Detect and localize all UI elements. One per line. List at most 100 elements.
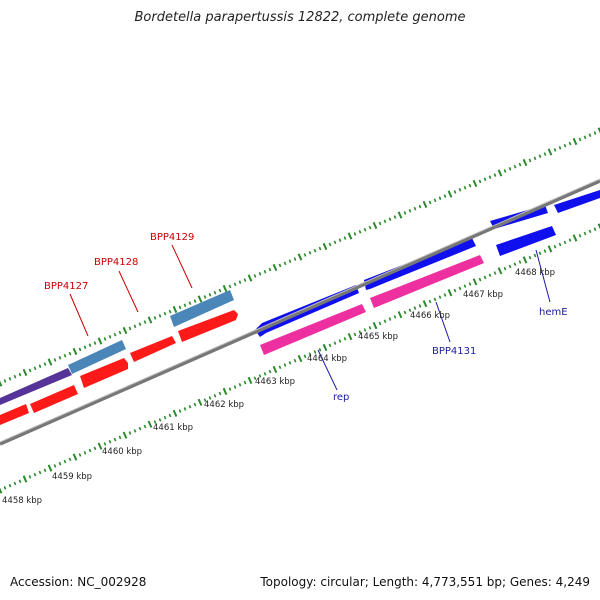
minor-tick [53, 464, 57, 468]
kbp-label-4459: 4459 kbp [52, 472, 92, 482]
minor-tick [308, 251, 312, 255]
upper-tick-track [0, 127, 600, 387]
minor-tick [368, 225, 372, 230]
minor-tick [493, 271, 497, 275]
minor-tick [313, 350, 317, 354]
minor-tick [538, 251, 542, 256]
minor-tick [393, 215, 397, 219]
minor-tick [268, 267, 272, 272]
minor-tick [293, 257, 297, 261]
gene-steelblue-feature-2 [170, 290, 234, 327]
gene-label-bpp4129: BPP4129 [150, 232, 194, 243]
minor-tick [118, 330, 122, 335]
minor-tick [253, 376, 257, 381]
minor-tick [108, 335, 112, 339]
minor-tick [203, 398, 207, 402]
minor-tick [28, 475, 32, 479]
minor-tick [553, 148, 557, 152]
minor-tick [183, 407, 187, 411]
kbp-label-4468: 4468 kbp [515, 268, 555, 278]
minor-tick [363, 227, 367, 232]
minor-tick [63, 459, 67, 464]
minor-tick [78, 347, 82, 352]
gene-blue-feature-4 [554, 190, 600, 213]
gene-red-feature-2 [30, 385, 78, 413]
minor-tick [583, 231, 587, 236]
minor-tick [543, 249, 547, 253]
minor-tick [208, 293, 212, 297]
minor-tick [178, 305, 182, 310]
minor-tick [343, 336, 347, 341]
major-tick [197, 295, 203, 303]
gene-purple-feature [0, 368, 72, 405]
major-tick [422, 200, 428, 209]
minor-tick [43, 362, 47, 366]
minor-tick [288, 361, 292, 365]
minor-tick [463, 185, 467, 190]
minor-tick [378, 321, 382, 326]
minor-tick [228, 284, 232, 289]
minor-tick [568, 238, 572, 242]
minor-tick [133, 429, 137, 433]
major-tick [122, 431, 128, 439]
major-tick [247, 376, 253, 385]
minor-tick [153, 316, 157, 320]
minor-tick [233, 282, 237, 287]
minor-tick [513, 164, 517, 169]
minor-tick [163, 311, 167, 316]
minor-tick [468, 282, 472, 286]
minor-tick [178, 409, 182, 413]
major-tick [472, 179, 478, 188]
minor-tick [38, 470, 42, 475]
major-tick [347, 232, 353, 240]
minor-tick [593, 227, 597, 231]
minor-tick [433, 297, 437, 302]
minor-tick [103, 442, 107, 446]
minor-tick [53, 358, 57, 362]
leader-line-rep [317, 349, 338, 391]
major-tick [22, 475, 28, 483]
minor-tick [83, 450, 87, 455]
leader-line-bpp4129 [171, 244, 193, 289]
minor-tick [438, 295, 442, 299]
minor-tick [403, 211, 407, 215]
kbp-label-4462: 4462 kbp [204, 400, 244, 410]
gene-label-bpp4127: BPP4127 [44, 281, 88, 292]
minor-tick [218, 288, 222, 293]
minor-tick [453, 288, 457, 293]
minor-tick [503, 266, 507, 271]
leader-line-heme [535, 249, 551, 303]
minor-tick [128, 431, 132, 435]
minor-tick [428, 200, 432, 205]
minor-tick [18, 372, 22, 377]
minor-tick [108, 439, 112, 444]
minor-tick [293, 358, 297, 363]
major-tick [272, 365, 278, 374]
minor-tick [3, 486, 7, 490]
minor-tick [518, 162, 522, 167]
minor-tick [488, 273, 492, 278]
minor-tick [113, 437, 117, 442]
minor-tick [593, 131, 597, 135]
minor-tick [303, 253, 307, 257]
minor-tick [83, 345, 87, 350]
major-tick [547, 148, 553, 156]
minor-tick [418, 204, 422, 209]
minor-tick [308, 352, 312, 356]
minor-tick [183, 303, 187, 308]
genome-backbone-highlight [0, 178, 600, 443]
major-tick [372, 221, 378, 230]
gene-red-feature-1 [0, 404, 29, 425]
minor-tick [318, 347, 322, 352]
minor-tick [588, 229, 592, 234]
minor-tick [568, 141, 572, 146]
minor-tick [43, 468, 47, 473]
minor-tick [358, 230, 362, 234]
major-tick [72, 347, 78, 356]
major-tick [247, 274, 253, 282]
major-tick [222, 387, 228, 396]
gene-label-rep: rep [333, 392, 349, 403]
leader-line-bpp4128 [118, 270, 139, 313]
minor-tick [128, 326, 132, 331]
major-tick [397, 311, 403, 319]
